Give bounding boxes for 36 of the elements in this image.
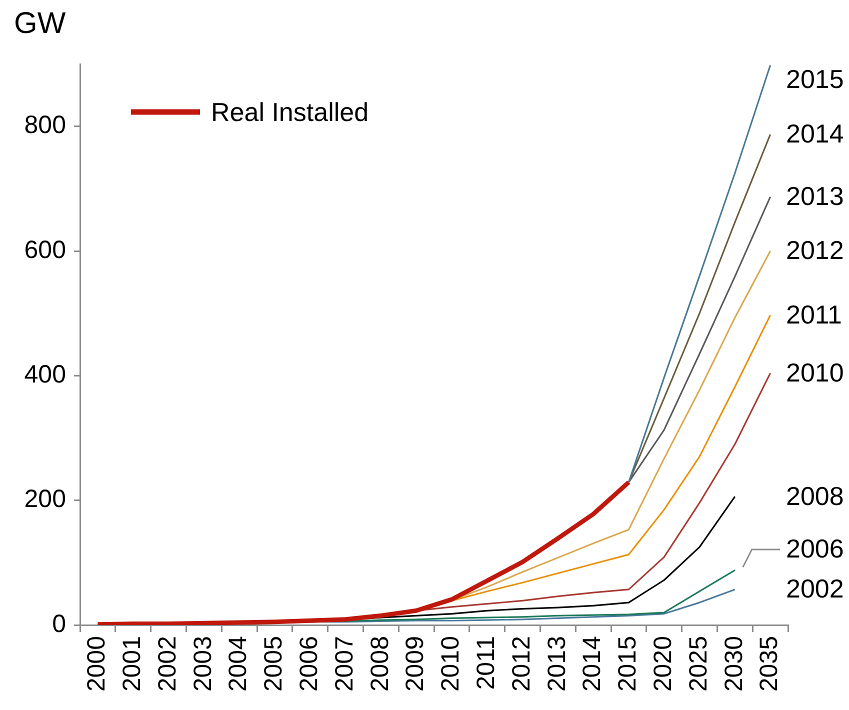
x-tick-label: 2011 bbox=[472, 636, 500, 690]
x-tick-label: 2013 bbox=[542, 636, 571, 692]
y-tick-label: 0 bbox=[52, 610, 66, 638]
x-tick-label: 2012 bbox=[507, 636, 536, 692]
x-tick-label: 2025 bbox=[684, 636, 712, 692]
y-tick-label: 600 bbox=[24, 236, 66, 264]
legend-label: Real Installed bbox=[211, 97, 369, 128]
x-tick-label: 2006 bbox=[294, 636, 323, 692]
y-tick-label: 400 bbox=[24, 360, 66, 389]
x-tick-label: 2002 bbox=[153, 636, 182, 692]
x-tick-label: 2010 bbox=[436, 636, 465, 692]
series-label: 2002 bbox=[786, 574, 844, 604]
series-label: 2011 bbox=[786, 299, 842, 330]
y-tick-label: 200 bbox=[24, 485, 66, 514]
x-tick-label: 2004 bbox=[224, 636, 252, 692]
series-label: 2014 bbox=[786, 118, 844, 149]
series-label: 2008 bbox=[786, 480, 844, 511]
y-tick-label: 800 bbox=[24, 111, 66, 140]
series-label: 2010 bbox=[786, 357, 844, 388]
x-tick-label: 2015 bbox=[614, 636, 642, 692]
x-tick-label: 2003 bbox=[188, 636, 217, 692]
x-tick-label: 2030 bbox=[720, 636, 748, 692]
x-tick-label: 2035 bbox=[755, 636, 784, 692]
y-axis-title: GW bbox=[14, 7, 66, 40]
x-tick-label: 2005 bbox=[260, 636, 288, 692]
x-tick-label: 2001 bbox=[118, 636, 146, 692]
x-tick-label: 2020 bbox=[648, 636, 677, 692]
x-tick-label: 2000 bbox=[82, 636, 111, 692]
x-tick-label: 2007 bbox=[330, 636, 358, 692]
series-label: 2015 bbox=[786, 64, 844, 94]
series-label: 2012 bbox=[786, 235, 844, 266]
x-tick-label: 2008 bbox=[366, 636, 394, 692]
series-label: 2013 bbox=[786, 180, 844, 211]
x-tick-label: 2009 bbox=[401, 636, 430, 692]
series-label: 2006 bbox=[786, 534, 844, 564]
x-tick-label: 2014 bbox=[578, 636, 606, 692]
